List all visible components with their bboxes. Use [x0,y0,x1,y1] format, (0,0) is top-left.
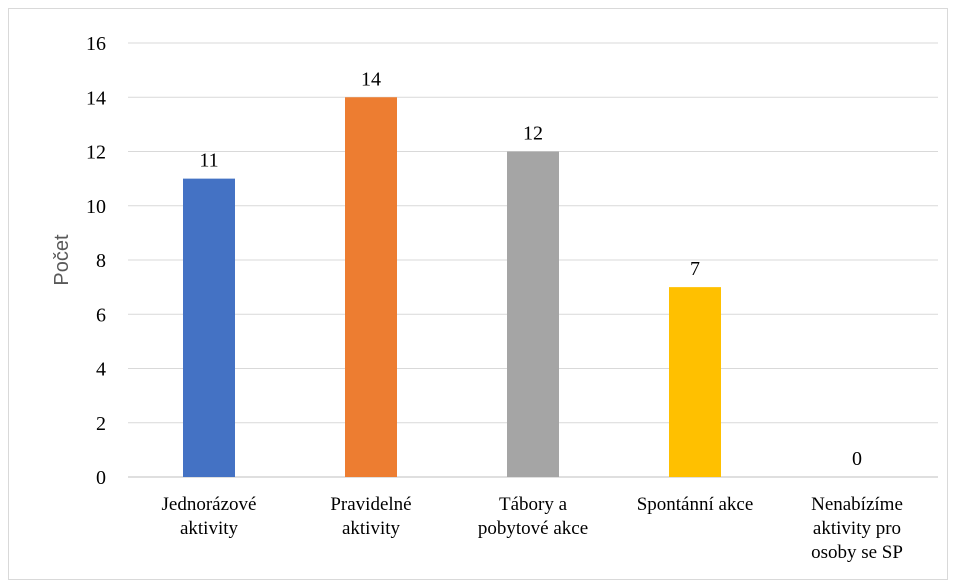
category-label-line: Pravidelné [330,494,411,515]
category-label-line: aktivity pro [813,518,901,539]
category-label: Pravidelné aktivity [330,494,411,539]
y-tick-label: 12 [86,142,106,164]
category-label-line: Spontánní akce [637,494,754,515]
data-label: 0 [852,448,862,470]
bar [183,178,235,477]
y-tick-label: 10 [86,196,106,218]
category-label-line: osoby se SP [811,542,903,563]
category-label: Tábory a pobytové akce [478,494,588,539]
y-tick-label: 16 [86,33,106,55]
y-tick-label: 14 [86,87,106,109]
y-tick-labels: 0 2 4 6 8 10 12 14 16 [86,33,106,489]
bar [345,97,397,477]
category-label: Spontánní akce [637,494,754,515]
category-labels: Jednorázové aktivity Pravidelné aktivity Táb… [162,494,903,563]
y-tick-label: 2 [96,413,106,435]
category-label-line: Nenabízíme [811,494,903,515]
y-tick-label: 8 [96,250,106,272]
y-axis-label: Počet [51,234,73,286]
category-label-line: aktivity [180,518,239,539]
bar [669,287,721,477]
category-label-line: Tábory a [499,494,568,515]
y-tick-label: 0 [96,467,106,489]
y-tick-label: 6 [96,304,106,326]
chart-frame [8,8,948,580]
category-label-line: aktivity [342,518,401,539]
category-label-line: pobytové akce [478,518,588,539]
data-label: 12 [523,123,543,145]
bars [183,97,721,477]
bar [507,151,559,477]
data-label: 11 [199,150,218,172]
data-labels: 11 14 12 7 0 [199,68,862,470]
category-label: Nenabízíme aktivity pro osoby se SP [811,494,903,563]
category-label: Jednorázové aktivity [162,494,257,539]
category-label-line: Jednorázové [162,494,257,515]
data-label: 7 [690,258,700,280]
data-label: 14 [361,68,381,90]
y-tick-label: 4 [96,359,106,381]
